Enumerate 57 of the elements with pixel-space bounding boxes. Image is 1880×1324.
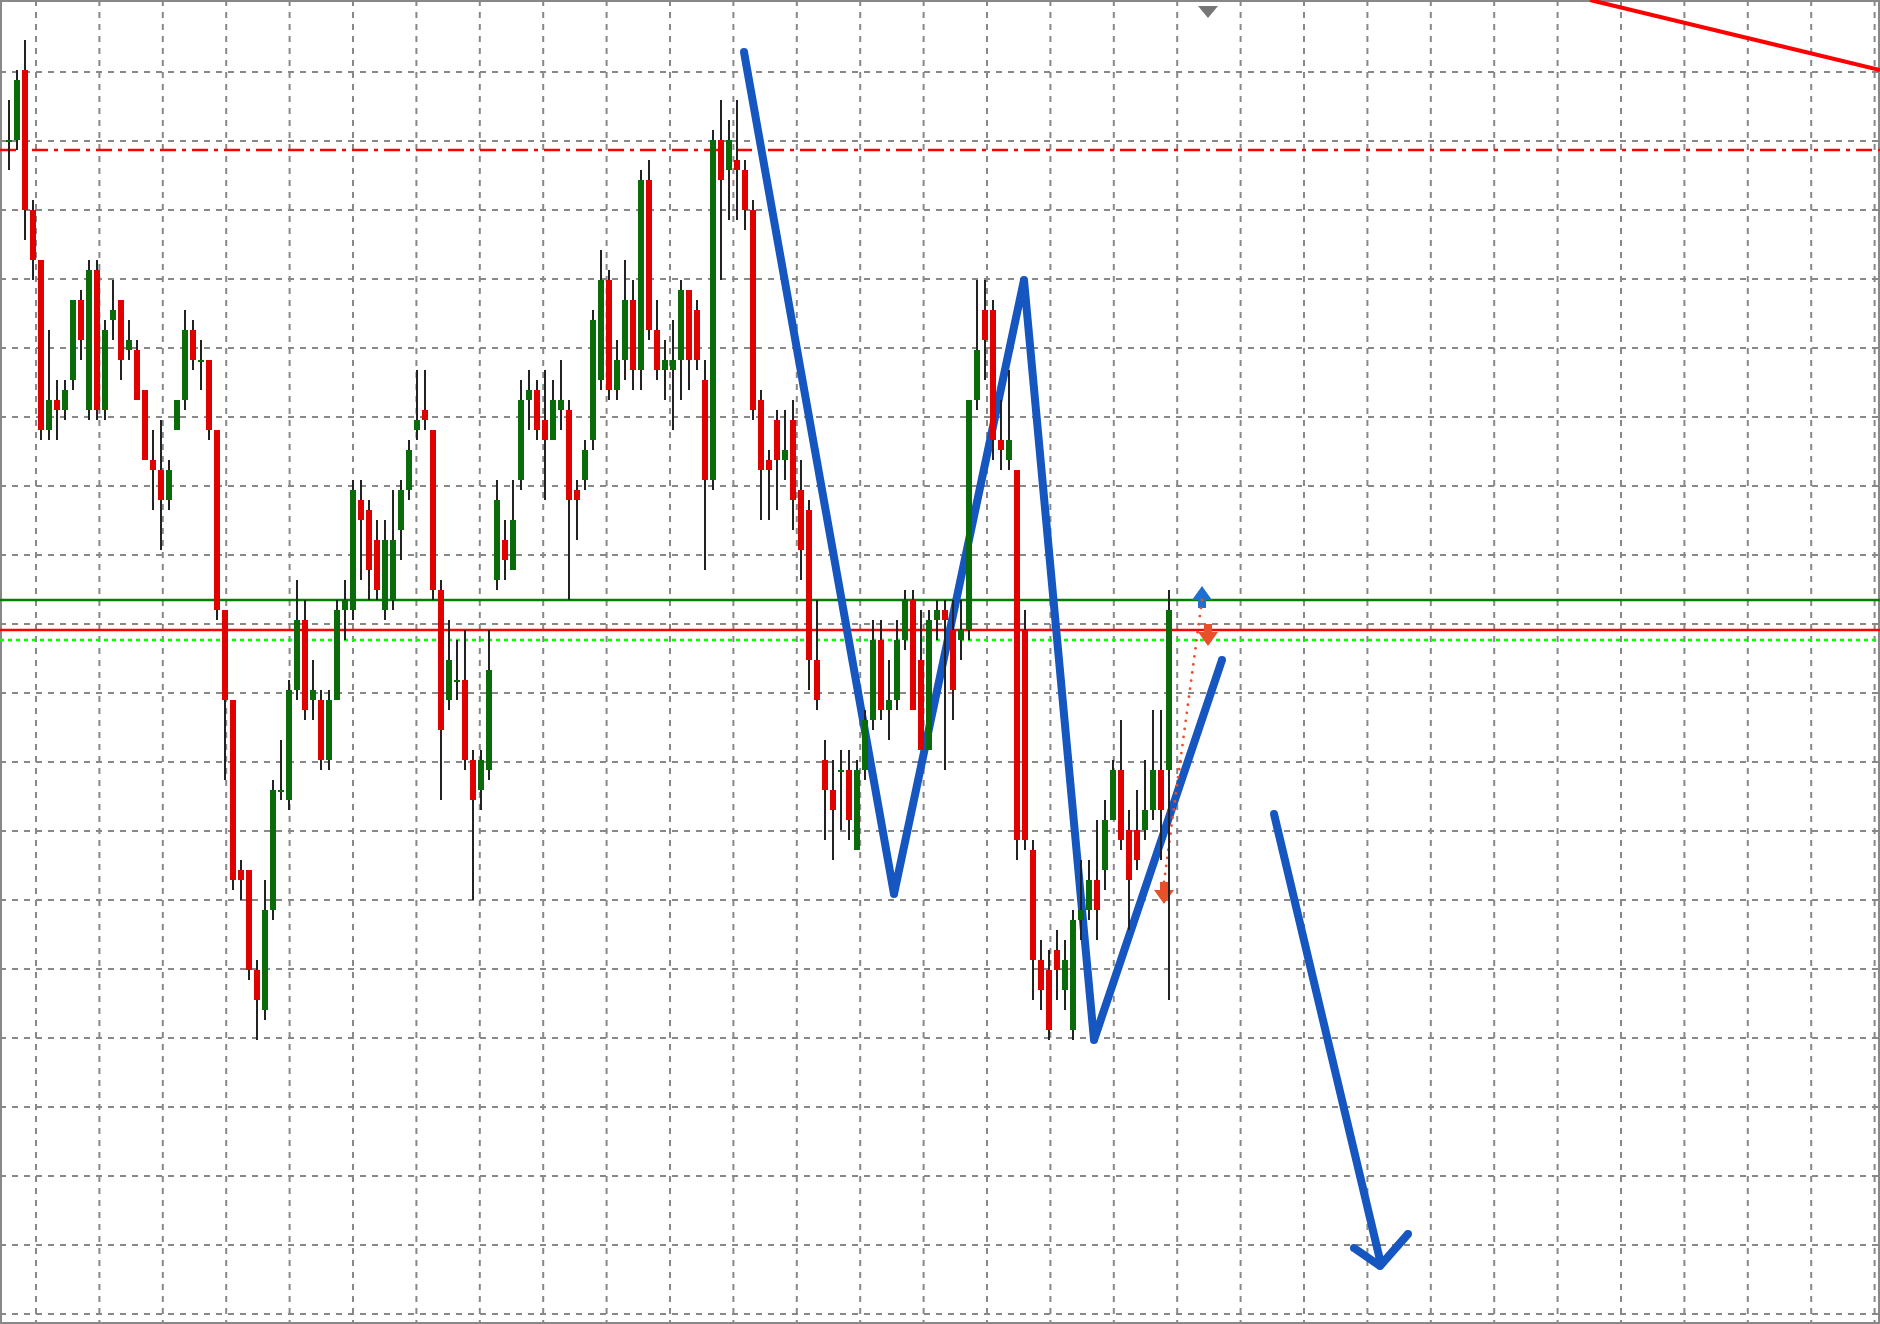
candlestick [934, 599, 940, 641]
candlestick [782, 409, 788, 481]
candlestick [958, 599, 964, 661]
candlestick [718, 99, 724, 281]
candlestick [998, 399, 1004, 471]
candlestick [550, 379, 556, 441]
candlestick [582, 439, 588, 491]
candlestick [422, 369, 428, 431]
candlestick [398, 479, 404, 561]
candlestick [526, 369, 532, 431]
candlestick [198, 339, 204, 391]
candlestick [470, 749, 476, 901]
candlestick [774, 409, 780, 511]
candlestick [414, 369, 420, 441]
candlestick [726, 119, 732, 221]
candlestick [46, 329, 52, 441]
candlestick [78, 289, 84, 361]
candlestick [742, 159, 748, 231]
candlestick [942, 599, 948, 771]
candlestick [734, 99, 740, 221]
candlestick [1142, 759, 1148, 841]
candlestick [614, 339, 620, 401]
candlestick [1158, 709, 1164, 861]
candlestick [1006, 369, 1012, 471]
candlestick [814, 599, 820, 711]
candlestick [662, 339, 668, 401]
candlestick [62, 379, 68, 421]
candlestick [1086, 859, 1092, 921]
candlestick [358, 479, 364, 581]
candlestick [6, 99, 12, 171]
candlestick [654, 299, 660, 381]
candlestick [886, 659, 892, 741]
candlestick [1094, 819, 1100, 941]
candlestick [310, 659, 316, 721]
candlestick [446, 619, 452, 711]
candlestick [406, 439, 412, 501]
candlestick [174, 400, 180, 430]
candlestick [502, 519, 508, 581]
candlestick [670, 319, 676, 431]
candlestick [1078, 859, 1084, 941]
candlestick [542, 369, 548, 501]
candlestick [454, 639, 460, 701]
candlestick [110, 279, 116, 341]
candlestick [1150, 709, 1156, 821]
candlestick [1054, 929, 1060, 1001]
candlestick [534, 379, 540, 441]
candlestick [158, 419, 164, 551]
candlestick [150, 429, 156, 511]
candlestick [166, 459, 172, 511]
candlestick [54, 379, 60, 441]
candlestick [902, 589, 908, 651]
candlestick [822, 739, 828, 841]
candlestick [254, 959, 260, 1041]
candlestick [190, 319, 196, 371]
candlestick [838, 749, 844, 831]
candlestick [126, 319, 132, 361]
candlestick [830, 759, 836, 861]
